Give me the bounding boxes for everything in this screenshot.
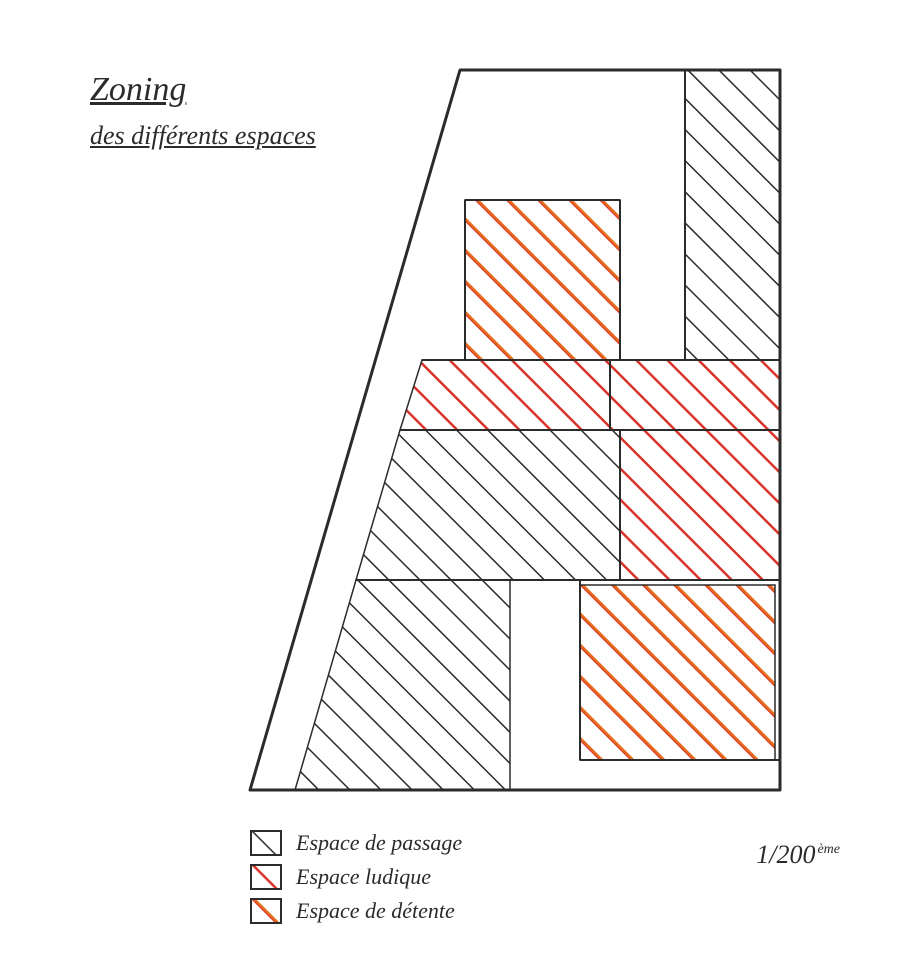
- zoning-svg: [210, 60, 790, 800]
- scale-value: 1/200: [756, 840, 815, 869]
- zone-passage-middle: [356, 430, 620, 580]
- legend-label: Espace ludique: [296, 864, 431, 890]
- zone-ludique-right-block: [610, 360, 780, 580]
- zone-passage-lower-left: [295, 580, 510, 790]
- zone-passage-top-right: [685, 70, 780, 360]
- legend-swatch: [250, 864, 282, 890]
- legend-row: Espace de passage: [250, 830, 462, 856]
- legend-label: Espace de passage: [296, 830, 462, 856]
- legend-row: Espace ludique: [250, 864, 462, 890]
- zone-ludique-band-top: [400, 360, 610, 430]
- legend-swatch: [250, 898, 282, 924]
- page: Zoning des différents espaces Espace de …: [0, 0, 900, 972]
- legend-label: Espace de détente: [296, 898, 455, 924]
- legend-swatch: [250, 830, 282, 856]
- zone-detente-top-left: [465, 200, 620, 360]
- legend-row: Espace de détente: [250, 898, 462, 924]
- scale-label: 1/200ème: [756, 840, 840, 870]
- zoning-diagram: [210, 60, 790, 800]
- legend: Espace de passage Espace ludique Espace de…: [250, 830, 462, 932]
- zone-detente-bottom-right: [580, 585, 775, 760]
- scale-suffix: ème: [817, 842, 840, 857]
